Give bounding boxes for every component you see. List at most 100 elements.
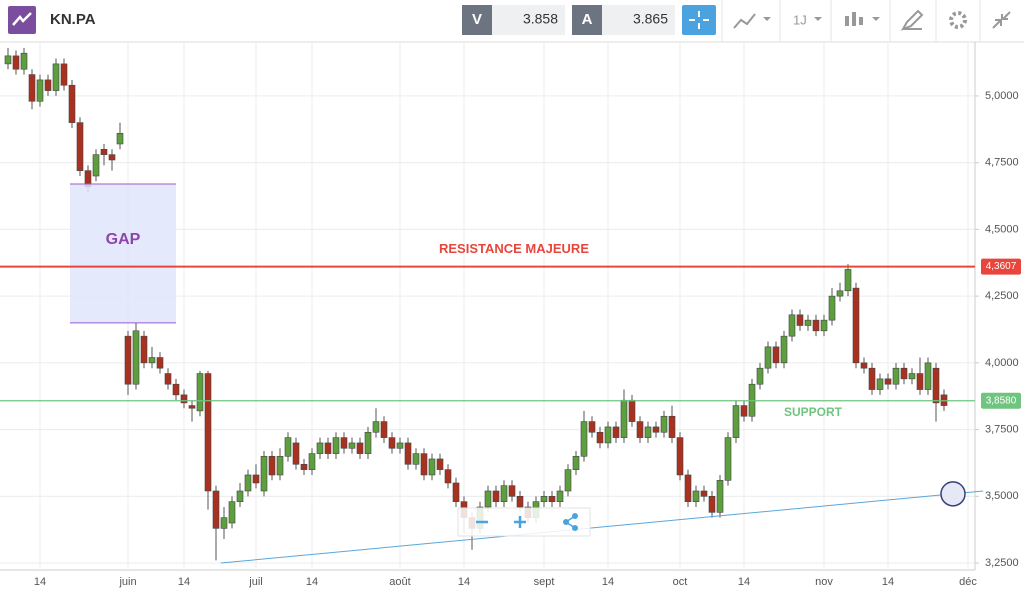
candle-body	[452, 482, 460, 502]
candle-body	[604, 426, 612, 444]
candle-body	[220, 517, 228, 529]
x-tick-label: 14	[34, 576, 46, 588]
candle-body	[852, 287, 860, 364]
candle-body	[116, 132, 124, 145]
bid-value: 3.858	[523, 11, 558, 27]
bid-button[interactable]	[462, 5, 492, 35]
x-tick-label: nov	[815, 576, 833, 588]
candle-body	[676, 437, 684, 476]
ask-button[interactable]	[572, 5, 602, 35]
support-tag	[981, 392, 1021, 409]
candle-body	[324, 442, 332, 454]
trendline	[220, 490, 984, 564]
crosshair-button[interactable]	[682, 5, 716, 35]
icon-part	[845, 16, 849, 26]
candle-body	[172, 383, 180, 396]
candle-body	[892, 367, 900, 385]
settings-button[interactable]	[949, 11, 967, 29]
candle-body	[60, 63, 68, 86]
candle-body	[332, 437, 340, 454]
candle-body	[308, 453, 316, 470]
x-tick-label: oct	[673, 576, 688, 588]
candle-body	[780, 335, 788, 364]
candle-body	[388, 437, 396, 449]
share-button[interactable]	[563, 513, 578, 531]
icon-part	[563, 519, 569, 525]
gap-zone	[70, 184, 176, 323]
candle-body	[572, 455, 580, 470]
candle-body	[772, 346, 780, 364]
candle-body	[20, 52, 28, 70]
candle-body	[764, 346, 772, 369]
x-tick-label: juil	[248, 576, 262, 588]
candle-body	[156, 357, 164, 369]
candle-body	[924, 362, 932, 390]
y-tick-label: 3,2500	[985, 557, 1019, 569]
trendline-handle[interactable]	[940, 481, 966, 507]
candle-body	[900, 367, 908, 380]
collapse-button[interactable]	[992, 11, 1011, 29]
support-value: 3,8580	[986, 395, 1017, 406]
candle-body	[260, 455, 268, 492]
candle-body	[204, 373, 212, 492]
symbol: KN.PA	[50, 11, 96, 28]
plot	[4, 47, 948, 561]
x-tick-label: 14	[458, 576, 470, 588]
zoom-controls	[457, 507, 591, 537]
x-tick-label: 14	[178, 576, 190, 588]
dropdown-arrow	[814, 17, 822, 21]
candle-body	[916, 373, 924, 390]
candle-body	[500, 485, 508, 502]
candle-body	[356, 442, 364, 454]
chart-type-button[interactable]	[733, 13, 756, 29]
x-tick-label: sept	[534, 576, 555, 588]
resistance-tag	[981, 258, 1021, 275]
crosshair-icon	[689, 11, 709, 29]
candle-style-button[interactable]	[845, 12, 863, 26]
draw-button[interactable]	[900, 9, 924, 31]
grid: 3,2500 3,5000 3,7500 4,0000 4,2500 4,5000 4,75…	[0, 42, 1019, 588]
icon-part	[572, 525, 578, 531]
candle-body	[820, 319, 828, 332]
candle-body	[612, 426, 620, 438]
x-tick-label: juin	[118, 576, 136, 588]
candle-body	[212, 490, 220, 529]
candle-body	[588, 421, 596, 433]
candle-body	[628, 399, 636, 422]
zoom-in[interactable]	[514, 516, 526, 528]
candle-body	[380, 421, 388, 438]
y-tick-label: 3,7500	[985, 423, 1019, 435]
candle-body	[180, 394, 188, 404]
candle-body	[508, 485, 516, 497]
candle-body	[716, 480, 724, 513]
candle-body	[876, 378, 884, 390]
resistance-value: 4,3607	[986, 261, 1017, 272]
candle-body	[844, 269, 852, 292]
candle-body	[404, 442, 412, 465]
candle-body	[228, 501, 236, 524]
x-tick-label: déc	[959, 576, 977, 588]
candle-body	[444, 469, 452, 484]
dropdown-arrow	[872, 17, 880, 21]
candle-body	[396, 442, 404, 449]
candle-body	[740, 405, 748, 417]
candle-body	[540, 496, 548, 502]
x-tick-label: 14	[738, 576, 750, 588]
candle-body	[828, 295, 836, 321]
annotations: GAP RESISTANCE MAJEURE 4,3607 SUPPORT 3,8580	[0, 183, 1021, 564]
support-text: SUPPORT	[784, 405, 843, 419]
candle-body	[836, 290, 844, 297]
candle-body	[868, 367, 876, 390]
candle-body	[100, 149, 108, 155]
y-tick-label: 4,2500	[985, 290, 1019, 302]
x-tick-label: août	[389, 576, 410, 588]
candle-body	[12, 55, 20, 70]
candle-body	[148, 357, 156, 364]
candle-body	[708, 496, 716, 513]
candle-body	[548, 496, 556, 502]
bid-label: V	[472, 11, 482, 28]
period-button[interactable]: 1J	[793, 12, 807, 27]
candle-body	[796, 314, 804, 326]
candle-body	[932, 367, 940, 404]
